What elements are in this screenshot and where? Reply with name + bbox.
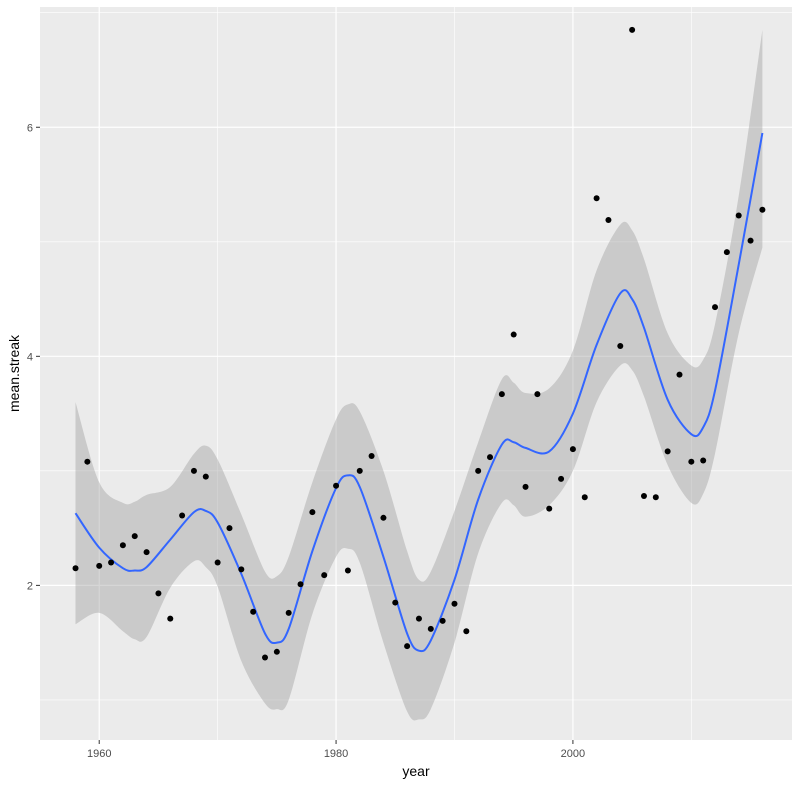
- data-point: [285, 609, 292, 616]
- y-tick-label: 6: [27, 122, 33, 134]
- data-point: [558, 475, 565, 482]
- confidence-ribbon: [75, 29, 763, 721]
- data-point: [108, 559, 115, 566]
- data-point: [652, 494, 659, 501]
- data-point: [262, 654, 269, 661]
- data-point: [321, 572, 328, 579]
- data-point: [167, 615, 174, 622]
- data-point: [629, 26, 636, 33]
- data-point: [427, 625, 434, 632]
- data-point: [569, 446, 576, 453]
- data-point: [368, 452, 375, 459]
- data-point: [214, 559, 221, 566]
- data-point: [356, 467, 363, 474]
- data-point: [202, 473, 209, 480]
- data-point: [273, 648, 280, 655]
- x-tick-label: 1960: [87, 748, 111, 760]
- x-axis-ticks: 1960 1980 2000: [87, 740, 585, 760]
- data-point: [131, 533, 138, 540]
- data-point: [344, 567, 351, 574]
- data-point: [238, 566, 245, 573]
- data-point: [688, 458, 695, 465]
- data-point: [84, 458, 91, 465]
- data-point: [250, 608, 257, 615]
- data-point: [463, 628, 470, 635]
- data-point: [605, 217, 612, 224]
- data-point: [522, 483, 529, 490]
- data-point: [593, 195, 600, 202]
- data-point: [617, 343, 624, 350]
- data-point: [475, 467, 482, 474]
- data-point: [309, 509, 316, 516]
- data-point: [415, 615, 422, 622]
- data-point: [700, 457, 707, 464]
- x-tick-label: 1980: [324, 748, 348, 760]
- data-point: [404, 643, 411, 650]
- plot-panel: [40, 7, 792, 740]
- data-point: [380, 514, 387, 521]
- data-point: [451, 600, 458, 607]
- data-point: [747, 237, 754, 244]
- data-point: [226, 525, 233, 532]
- minor-gridlines: [40, 7, 792, 740]
- x-axis-title: year: [402, 763, 430, 779]
- data-point: [534, 391, 541, 398]
- data-point: [664, 448, 671, 455]
- data-point: [392, 599, 399, 606]
- y-tick-label: 4: [27, 351, 33, 363]
- data-point: [510, 331, 517, 338]
- data-point: [735, 212, 742, 219]
- data-point: [143, 549, 150, 556]
- y-tick-label: 2: [27, 580, 33, 592]
- data-point: [498, 391, 505, 398]
- smooth-trend-line: [74, 132, 764, 653]
- y-axis-ticks: 2 4 6: [27, 122, 40, 592]
- data-point: [96, 562, 103, 569]
- y-axis-title: mean.streak: [6, 334, 22, 412]
- data-point: [546, 505, 553, 512]
- data-point: [119, 542, 126, 549]
- data-point: [155, 590, 162, 597]
- x-tick-label: 2000: [561, 748, 585, 760]
- data-point: [487, 454, 494, 461]
- data-point: [190, 467, 197, 474]
- data-point: [676, 371, 683, 378]
- data-point: [297, 581, 304, 588]
- data-point: [333, 482, 340, 489]
- data-point: [179, 512, 186, 519]
- data-point: [439, 617, 446, 624]
- data-point: [712, 304, 719, 311]
- data-point: [72, 565, 79, 572]
- data-points: [72, 26, 766, 661]
- data-point: [581, 494, 588, 501]
- major-gridlines: [40, 7, 792, 740]
- data-point: [759, 206, 766, 213]
- data-point: [723, 249, 730, 256]
- data-point: [640, 493, 647, 500]
